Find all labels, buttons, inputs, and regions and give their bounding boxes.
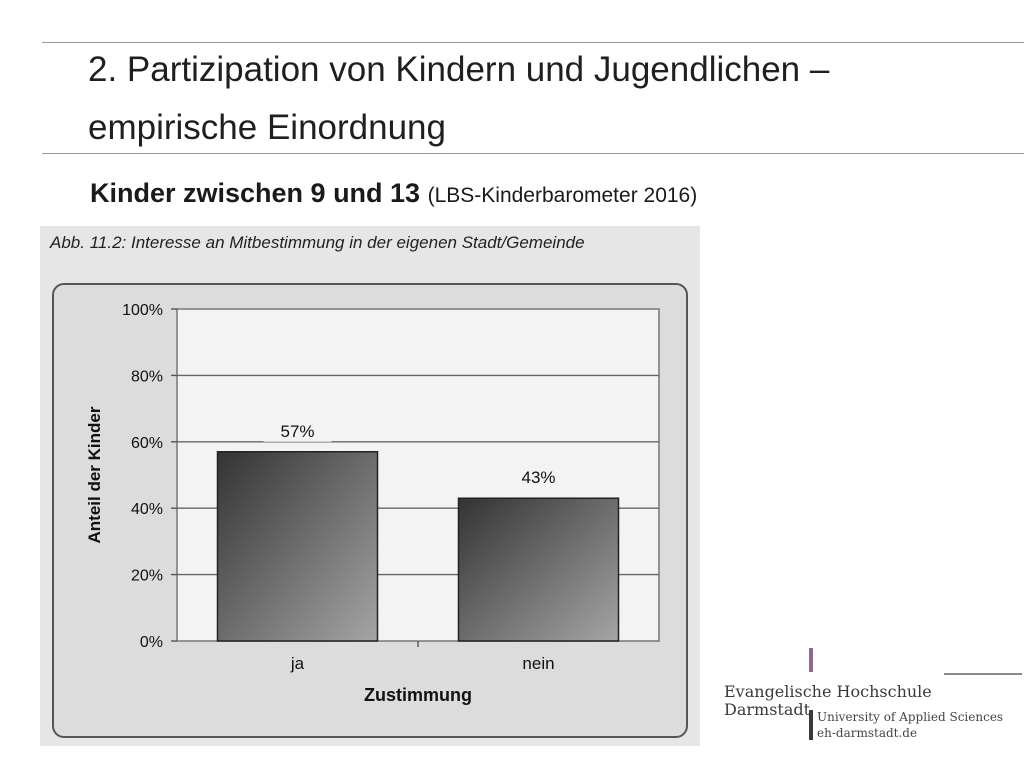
slide-title-line-2: empirische Einordnung (88, 108, 446, 147)
logo-accent-bar (809, 648, 813, 672)
slide-subtitle: Kinder zwischen 9 und 13 (LBS-Kinderbaro… (90, 178, 697, 209)
logo-tagline: University of Applied Sciences (817, 710, 1004, 724)
y-tick-label: 80% (131, 368, 163, 385)
logo-name-line-2: Darmstadt (724, 700, 811, 719)
value-label-bg (263, 417, 332, 442)
bar-nein (457, 497, 620, 642)
y-tick-label: 100% (122, 302, 163, 319)
subtitle-main: Kinder zwischen 9 und 13 (90, 178, 421, 208)
chart-frame: 0% 20% 40% 60% 80% 100% 57% ja 43% nein Anteil d… (52, 283, 688, 738)
y-tick-label: 60% (131, 435, 163, 452)
slide-title-line-1: 2. Partizipation von Kindern und Jugendl… (88, 50, 830, 89)
figure-caption: Abb. 11.2: Interesse an Mitbestimmung in… (50, 233, 585, 252)
y-tick-label: 0% (140, 634, 163, 651)
logo-url: eh-darmstadt.de (817, 726, 918, 740)
y-tick-label: 20% (131, 568, 163, 585)
x-axis-title: Zustimmung (364, 685, 472, 705)
bar-ja (216, 451, 379, 642)
value-label: 43% (521, 468, 555, 487)
logo-dark-bar (809, 710, 813, 740)
institution-logo: Evangelische Hochschule Darmstadt Univer… (722, 648, 1022, 758)
category-label: nein (522, 654, 554, 673)
top-rule (42, 42, 1024, 43)
y-tick-label: 40% (131, 501, 163, 518)
title-underline-rule (42, 153, 1024, 154)
subtitle-source: (LBS-Kinderbarometer 2016) (427, 184, 698, 207)
bar-chart: 0% 20% 40% 60% 80% 100% 57% ja 43% nein Anteil d… (85, 302, 660, 705)
value-label: 57% (280, 422, 314, 441)
logo-divider (944, 673, 1022, 675)
y-axis-title: Anteil der Kinder (85, 406, 104, 543)
category-label: ja (290, 654, 305, 673)
logo-name-line-1: Evangelische Hochschule (724, 682, 932, 701)
value-label-bg (504, 464, 573, 489)
